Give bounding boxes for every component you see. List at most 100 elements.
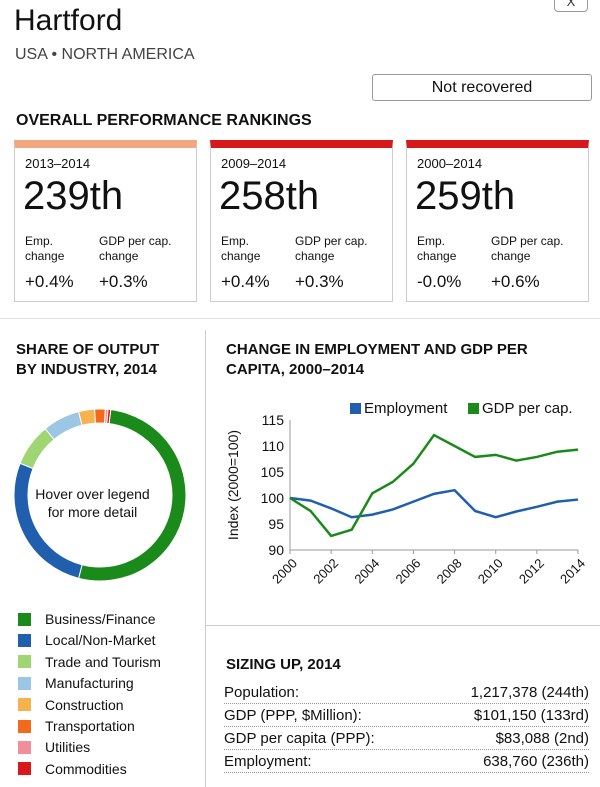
x-tick-label: 2014 bbox=[557, 556, 588, 587]
sizing-row: Population: 1,217,378 (244th) bbox=[224, 682, 589, 704]
legend-swatch bbox=[18, 719, 31, 733]
legend-label: Trade and Tourism bbox=[45, 653, 161, 670]
y-tick-label: 95 bbox=[268, 516, 284, 532]
donut-hint: Hover over legend for more detail bbox=[30, 485, 155, 521]
legend-swatch bbox=[18, 633, 31, 647]
series-line-employment bbox=[289, 488, 579, 519]
chart-title-line: CAPITA, 2000–2014 bbox=[226, 361, 365, 378]
legend-label: Transportation bbox=[45, 718, 135, 734]
legend-item[interactable]: Utilities bbox=[18, 739, 90, 755]
legend-label: GDP per cap. bbox=[482, 400, 573, 417]
legend-label: Business/Finance bbox=[45, 611, 156, 627]
y-tick-label: 110 bbox=[262, 438, 285, 454]
legend-swatch bbox=[18, 676, 31, 690]
ranking-card: 2009–2014 258th Emp. change GDP per cap.… bbox=[210, 140, 393, 302]
legend-item[interactable]: Local/Non-Market bbox=[18, 632, 156, 648]
legend-item[interactable]: Commodities bbox=[18, 761, 127, 777]
hint-line: Hover over legend bbox=[35, 486, 150, 502]
industry-donut[interactable] bbox=[10, 405, 190, 585]
x-tick-label: 2002 bbox=[310, 556, 341, 587]
gdp-value: +0.6% bbox=[491, 272, 540, 291]
sizing-row: GDP per capita (PPP): $83,088 (2nd) bbox=[224, 728, 589, 750]
divider bbox=[205, 625, 600, 626]
card-rank: 239th bbox=[23, 174, 124, 218]
sizing-label: Population: bbox=[224, 684, 300, 701]
divider bbox=[205, 330, 206, 787]
emp-label: Emp. change bbox=[25, 234, 65, 263]
gdp-label: GDP per cap. change bbox=[99, 234, 172, 263]
y-tick-label: 90 bbox=[268, 542, 284, 558]
gdp-value: +0.3% bbox=[99, 272, 148, 291]
city-title: Hartford bbox=[14, 4, 123, 37]
legend-label: Construction bbox=[45, 696, 124, 713]
legend-swatch bbox=[350, 403, 361, 414]
y-tick-label: 100 bbox=[261, 490, 285, 506]
share-heading-line: BY INDUSTRY, 2014 bbox=[16, 361, 157, 378]
card-period: 2013–2014 bbox=[25, 156, 91, 171]
close-button[interactable]: X bbox=[554, 0, 588, 12]
legend-item[interactable]: Manufacturing bbox=[18, 675, 134, 691]
line-chart: 90 95 100 105 110 115 2000 2002 2004 2006 2008 2010… bbox=[225, 400, 588, 587]
legend-item[interactable]: Construction bbox=[18, 697, 124, 713]
emp-value: +0.4% bbox=[25, 272, 74, 291]
y-tick-label: 105 bbox=[261, 464, 285, 480]
share-heading: SHARE OF OUTPUT BY INDUSTRY, 2014 bbox=[16, 340, 159, 380]
chart-title: CHANGE IN EMPLOYMENT AND GDP PER CAPITA,… bbox=[226, 340, 528, 380]
sizing-label: GDP per capita (PPP): bbox=[224, 730, 375, 747]
legend-item[interactable]: Business/Finance bbox=[18, 611, 156, 627]
emp-value: +0.4% bbox=[221, 272, 270, 291]
sizing-value: $83,088 (2nd) bbox=[495, 730, 589, 747]
legend-item[interactable]: Transportation bbox=[18, 718, 135, 734]
gdp-label: GDP per cap. change bbox=[295, 234, 368, 263]
emp-value: -0.0% bbox=[417, 272, 462, 291]
legend-item[interactable]: Trade and Tourism bbox=[18, 654, 161, 670]
legend-swatch bbox=[18, 762, 31, 776]
emp-label: Emp. change bbox=[417, 234, 457, 263]
donut-slice[interactable] bbox=[19, 428, 55, 470]
x-tick-label: 2010 bbox=[475, 556, 506, 587]
x-tick-label: 2006 bbox=[392, 556, 423, 587]
legend-label: Local/Non-Market bbox=[45, 632, 156, 649]
y-axis-label: Index (2000=100) bbox=[225, 430, 241, 540]
rankings-heading: OVERALL PERFORMANCE RANKINGS bbox=[16, 112, 312, 129]
recovery-status: Not recovered bbox=[372, 74, 592, 101]
legend-swatch bbox=[18, 740, 31, 754]
donut-slice[interactable] bbox=[106, 408, 112, 425]
chart-title-line: CHANGE IN EMPLOYMENT AND GDP PER bbox=[226, 341, 528, 358]
emp-label: Emp. change bbox=[221, 234, 261, 263]
sizing-value: 638,760 (236th) bbox=[483, 753, 589, 770]
card-period: 2000–2014 bbox=[417, 156, 483, 171]
legend-swatch bbox=[18, 698, 31, 712]
donut-slice[interactable] bbox=[94, 408, 106, 424]
donut-slice[interactable] bbox=[44, 411, 83, 441]
hint-line: for more detail bbox=[47, 504, 138, 520]
sizing-row: Employment: 638,760 (236th) bbox=[224, 751, 589, 773]
y-tick-label: 115 bbox=[262, 412, 285, 428]
legend-label: Commodities bbox=[45, 760, 127, 777]
divider bbox=[0, 318, 600, 319]
sizing-value: $101,150 (133rd) bbox=[473, 707, 589, 724]
share-heading-line: SHARE OF OUTPUT bbox=[16, 341, 160, 358]
legend-swatch bbox=[468, 403, 479, 414]
series-line-gdp-per-cap- bbox=[289, 433, 579, 538]
x-tick-label: 2008 bbox=[434, 556, 465, 587]
legend-swatch bbox=[18, 655, 31, 669]
legend-label: Utilities bbox=[45, 739, 91, 756]
donut-slice[interactable] bbox=[78, 408, 97, 426]
x-tick-label: 2012 bbox=[516, 556, 547, 587]
ranking-card: 2013–2014 239th Emp. change GDP per cap.… bbox=[14, 140, 197, 302]
sizing-label: GDP (PPP, $Million): bbox=[224, 707, 362, 724]
sizing-row: GDP (PPP, $Million): $101,150 (133rd) bbox=[224, 705, 589, 727]
sizing-heading: SIZING UP, 2014 bbox=[226, 656, 341, 673]
card-rank: 258th bbox=[219, 174, 320, 218]
region-subtitle: USA • NORTH AMERICA bbox=[15, 46, 195, 63]
ranking-card: 2000–2014 259th Emp. change GDP per cap.… bbox=[406, 140, 589, 302]
x-tick-label: 2000 bbox=[269, 556, 300, 587]
legend-label: Manufacturing bbox=[45, 675, 134, 692]
sizing-value: 1,217,378 (244th) bbox=[470, 684, 589, 701]
sizing-label: Employment: bbox=[224, 753, 312, 770]
card-rank: 259th bbox=[415, 174, 516, 218]
gdp-value: +0.3% bbox=[295, 272, 344, 291]
legend-swatch bbox=[18, 612, 31, 626]
x-tick-label: 2004 bbox=[351, 556, 382, 587]
